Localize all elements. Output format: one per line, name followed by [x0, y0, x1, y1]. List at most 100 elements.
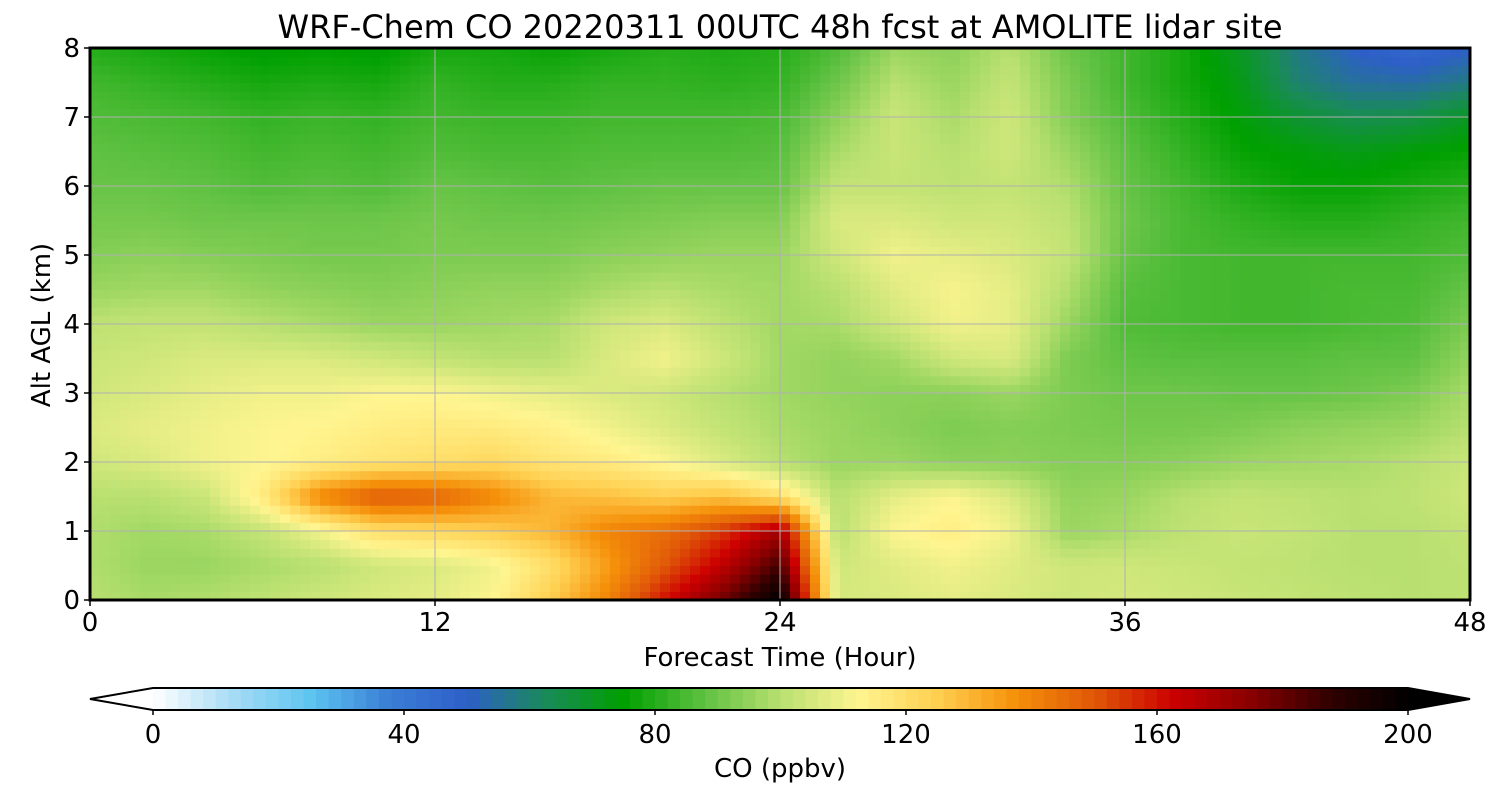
- heatmap-cell: [550, 375, 561, 385]
- heatmap-cell: [660, 384, 671, 394]
- heatmap-cell: [1220, 574, 1231, 584]
- heatmap-cell: [1450, 548, 1461, 558]
- heatmap-cell: [1460, 548, 1471, 558]
- heatmap-cell: [410, 410, 421, 420]
- heatmap-cell: [460, 479, 471, 489]
- heatmap-cell: [1210, 496, 1221, 506]
- heatmap-cell: [1240, 341, 1251, 351]
- heatmap-cell: [910, 505, 921, 515]
- heatmap-cell: [880, 358, 891, 368]
- heatmap-cell: [930, 582, 941, 592]
- heatmap-cell: [190, 401, 201, 411]
- heatmap-cell: [770, 332, 781, 342]
- heatmap-cell: [1070, 462, 1081, 472]
- heatmap-cell: [810, 427, 821, 437]
- heatmap-cell: [500, 332, 511, 342]
- heatmap-cell: [1070, 367, 1081, 377]
- heatmap-cell: [220, 298, 231, 308]
- heatmap-cell: [1220, 315, 1231, 325]
- heatmap-cell: [170, 306, 181, 316]
- heatmap-cell: [790, 470, 801, 480]
- heatmap-cell: [740, 332, 751, 342]
- heatmap-cell: [1230, 531, 1241, 541]
- heatmap-cell: [530, 531, 541, 541]
- heatmap-cell: [1390, 453, 1401, 463]
- heatmap-cell: [450, 401, 461, 411]
- heatmap-cell: [630, 298, 641, 308]
- heatmap-cell: [540, 591, 551, 601]
- heatmap-cell: [1030, 427, 1041, 437]
- heatmap-cell: [900, 393, 911, 403]
- heatmap-cell: [1100, 401, 1111, 411]
- heatmap-cell: [240, 505, 251, 515]
- heatmap-cell: [1260, 349, 1271, 360]
- heatmap-cell: [150, 358, 161, 368]
- heatmap-cell: [930, 453, 941, 463]
- heatmap-cell: [1410, 556, 1421, 567]
- heatmap-cell: [280, 324, 291, 334]
- heatmap-cell: [960, 298, 971, 308]
- heatmap-cell: [120, 384, 131, 394]
- heatmap-cell: [330, 332, 341, 342]
- heatmap-cell: [400, 324, 411, 334]
- heatmap-cell: [780, 401, 791, 411]
- heatmap-cell: [870, 332, 881, 342]
- heatmap-cell: [600, 367, 611, 377]
- heatmap-cell: [410, 444, 421, 454]
- heatmap-cell: [180, 556, 191, 567]
- heatmap-cell: [1380, 591, 1391, 601]
- heatmap-cell: [1170, 531, 1181, 541]
- heatmap-cell: [940, 332, 951, 342]
- heatmap-cell: [100, 539, 111, 549]
- heatmap-cell: [1010, 418, 1021, 429]
- heatmap-cell: [1160, 341, 1171, 351]
- heatmap-cell: [470, 358, 481, 368]
- heatmap-cell: [700, 556, 711, 567]
- heatmap-cell: [360, 341, 371, 351]
- heatmap-cell: [440, 444, 451, 454]
- heatmap-cell: [1250, 384, 1261, 394]
- heatmap-cell: [1200, 401, 1211, 411]
- heatmap-cell: [300, 582, 311, 592]
- heatmap-cell: [920, 410, 931, 420]
- heatmap-cell: [1450, 298, 1461, 308]
- heatmap-cell: [290, 332, 301, 342]
- heatmap-cell: [980, 375, 991, 385]
- heatmap-cell: [630, 531, 641, 541]
- heatmap-cell: [160, 418, 171, 429]
- heatmap-cell: [1020, 306, 1031, 316]
- heatmap-cell: [1150, 436, 1161, 446]
- heatmap-cell: [160, 341, 171, 351]
- heatmap-cell: [920, 306, 931, 316]
- heatmap-cell: [1390, 505, 1401, 515]
- heatmap-cell: [1350, 410, 1361, 420]
- heatmap-cell: [1430, 496, 1441, 506]
- heatmap-cell: [300, 531, 311, 541]
- heatmap-cell: [620, 505, 631, 515]
- heatmap-cell: [1200, 496, 1211, 506]
- heatmap-cell: [570, 384, 581, 394]
- heatmap-cell: [1050, 444, 1061, 454]
- heatmap-cell: [610, 436, 621, 446]
- heatmap-cell: [1010, 393, 1021, 403]
- heatmap-cell: [1170, 393, 1181, 403]
- heatmap-cell: [1060, 332, 1071, 342]
- heatmap-cell: [910, 427, 921, 437]
- heatmap-cell: [580, 582, 591, 592]
- heatmap-cell: [620, 289, 631, 299]
- heatmap-cell: [1460, 349, 1471, 360]
- heatmap-cell: [1310, 505, 1321, 515]
- heatmap-cell: [1130, 513, 1141, 523]
- heatmap-cell: [1370, 539, 1381, 549]
- heatmap-cell: [1310, 298, 1321, 308]
- heatmap-cell: [1010, 574, 1021, 584]
- heatmap-cell: [760, 479, 771, 489]
- heatmap-cell: [610, 565, 621, 575]
- heatmap-cell: [460, 427, 471, 437]
- heatmap-cell: [1280, 470, 1291, 480]
- heatmap-cell: [1050, 548, 1061, 558]
- heatmap-cell: [1160, 539, 1171, 549]
- heatmap-cell: [510, 539, 521, 549]
- heatmap-cell: [370, 487, 381, 498]
- heatmap-cell: [660, 531, 671, 541]
